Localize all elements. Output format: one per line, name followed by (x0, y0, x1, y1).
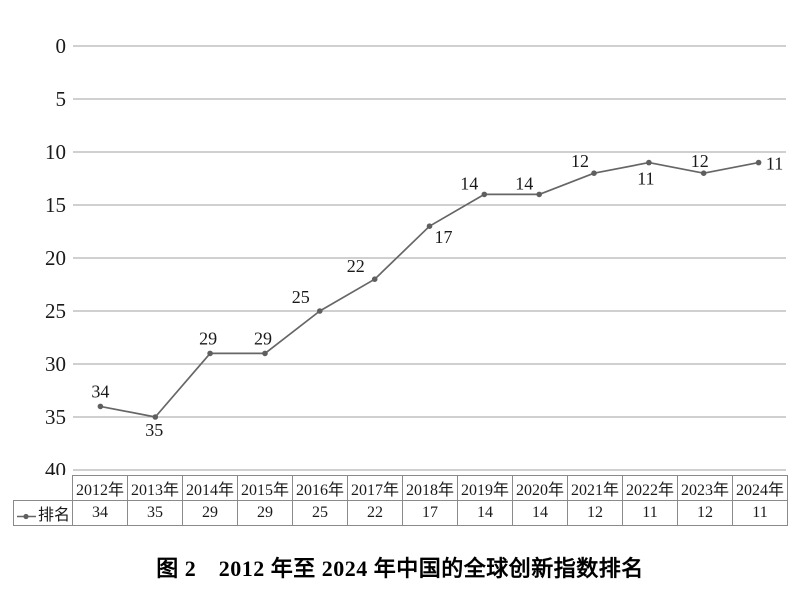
year-header-cell: 2017年 (347, 475, 403, 501)
data-point-marker (317, 308, 323, 314)
data-point-marker (152, 414, 159, 420)
y-axis-tick-label: 5 (56, 87, 67, 111)
y-axis-tick-label: 35 (45, 405, 66, 429)
year-header-cell: 2012年 (72, 475, 128, 501)
data-point-marker (426, 223, 433, 229)
series-line-marker-icon (16, 513, 36, 519)
rank-value-cell: 12 (677, 500, 733, 526)
figure-caption: 图 2 2012 年至 2024 年中国的全球创新指数排名 (156, 556, 644, 581)
rank-value-cell: 11 (732, 500, 788, 526)
y-axis-tick-label: 15 (45, 193, 66, 217)
rank-series-line (99, 161, 760, 418)
y-axis-tick-label: 30 (45, 352, 66, 376)
rank-value-cell: 11 (622, 500, 678, 526)
data-point-label: 14 (515, 173, 533, 193)
rank-value-cell: 22 (347, 500, 403, 526)
year-header-cell: 2023年 (677, 475, 733, 501)
data-point-labels: 34 35 29 29 25 22 17 14 14 12 11 12 11 (91, 151, 783, 440)
y-axis-tick-label: 10 (45, 140, 66, 164)
data-point-marker (646, 159, 652, 166)
data-point-label: 29 (199, 328, 217, 348)
year-header-cell: 2015年 (237, 475, 293, 501)
table-header-row: 2012年 2013年 2014年 2015年 2016年 2017年 2018年 2019年… (14, 475, 788, 501)
data-point-marker (591, 170, 597, 176)
data-point-marker (755, 159, 762, 166)
rank-data-table: 2012年 2013年 2014年 2015年 2016年 2017年 2018年 2019年… (13, 475, 788, 526)
data-point-label: 12 (691, 151, 709, 171)
rank-value-cell: 29 (182, 500, 238, 526)
rank-value-cell: 14 (512, 500, 568, 526)
data-point-label: 34 (91, 381, 109, 401)
year-header-cell: 2022年 (622, 475, 678, 501)
rank-value-cell: 14 (457, 500, 513, 526)
y-axis-tick-label: 40 (45, 458, 66, 475)
rank-value-cell: 25 (292, 500, 348, 526)
innovation-rank-line-chart: 0 5 10 15 20 25 30 35 40 34 35 29 29 25 22 17 14 14 12 11 12… (45, 34, 786, 475)
data-point-label: 25 (292, 287, 310, 307)
rank-value-cell: 12 (567, 500, 623, 526)
data-point-label: 29 (254, 328, 272, 348)
data-point-label: 11 (766, 154, 783, 174)
year-header-cell: 2024年 (732, 475, 788, 501)
rank-value-cell: 34 (72, 500, 128, 526)
table-value-row: 排名 34 35 29 29 25 22 17 14 14 12 11 12 11 (13, 500, 788, 526)
data-point-label: 22 (347, 256, 365, 276)
rank-value-cell: 29 (237, 500, 293, 526)
year-header-cell: 2018年 (402, 475, 458, 501)
data-point-label: 35 (145, 420, 163, 440)
data-point-label: 11 (637, 169, 654, 189)
y-axis-tick-label: 20 (45, 246, 66, 270)
legend-label: 排名 (37, 507, 70, 524)
y-axis-tick-label: 25 (45, 299, 66, 323)
year-header-cell: 2020年 (512, 475, 568, 501)
data-point-marker (371, 276, 378, 283)
data-point-marker (207, 350, 213, 357)
data-point-label: 12 (571, 151, 589, 171)
data-point-marker (536, 191, 542, 198)
data-point-marker (700, 170, 707, 176)
gridlines (73, 45, 786, 471)
y-axis-tick-label: 0 (56, 34, 67, 58)
rank-value-cell: 17 (402, 500, 458, 526)
year-header-cell: 2021年 (567, 475, 623, 501)
data-point-marker (481, 191, 488, 198)
data-point-label: 17 (435, 227, 453, 247)
year-header-cell: 2013年 (127, 475, 183, 501)
y-axis-tick-labels: 0 5 10 15 20 25 30 35 40 (45, 34, 66, 475)
data-point-label: 14 (460, 173, 478, 193)
data-point-marker (262, 350, 268, 357)
legend-cell: 排名 (13, 500, 73, 526)
data-point-marker (97, 403, 104, 410)
year-header-cell: 2016年 (292, 475, 348, 501)
year-header-cell: 2019年 (457, 475, 513, 501)
year-header-cell: 2014年 (182, 475, 238, 501)
rank-value-cell: 35 (127, 500, 183, 526)
table-body: 2012年 2013年 2014年 2015年 2016年 2017年 2018年 2019年… (13, 475, 788, 526)
data-point-markers (97, 159, 762, 420)
table-corner-cell (14, 476, 73, 501)
